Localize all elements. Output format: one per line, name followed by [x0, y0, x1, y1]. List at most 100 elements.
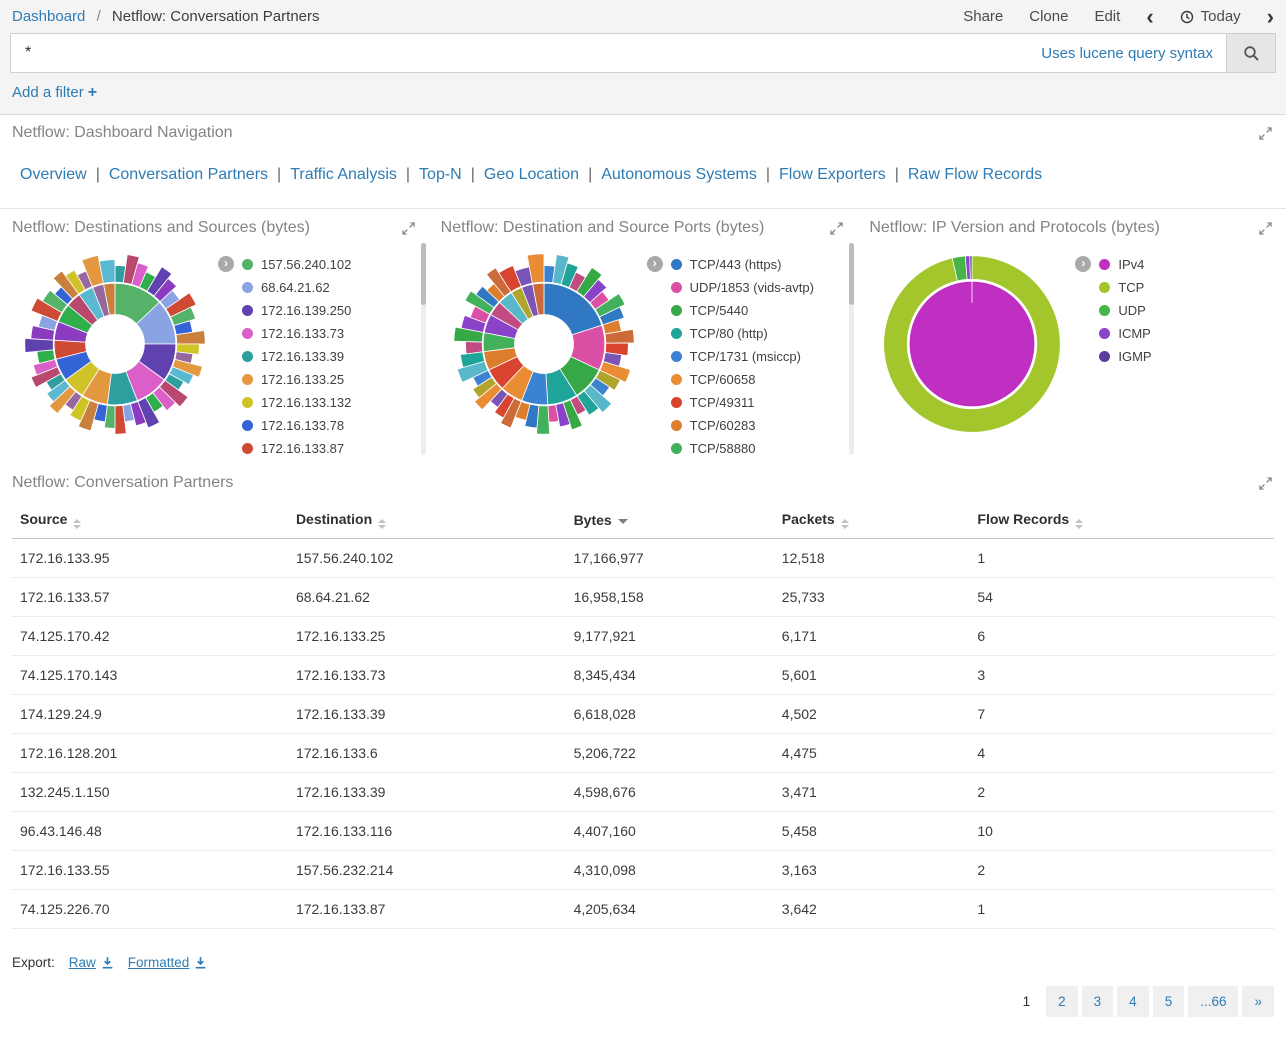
expand-panel-button[interactable] [828, 220, 845, 237]
export-formatted-link[interactable]: Formatted [128, 955, 208, 970]
page-button-5[interactable]: 5 [1152, 986, 1185, 1017]
column-header-packets[interactable]: Packets [781, 502, 978, 539]
table-cell: 172.16.133.57 [12, 577, 296, 617]
nav-link-raw-flow-records[interactable]: Raw Flow Records [907, 166, 1043, 183]
ip-protocols-donut[interactable] [869, 241, 1075, 447]
legend-color-dot [242, 397, 253, 408]
legend-label: 68.64.21.62 [261, 280, 330, 295]
destinations-sources-sunburst[interactable] [12, 241, 218, 447]
nav-link-traffic-analysis[interactable]: Traffic Analysis [290, 166, 397, 183]
nav-link-geo-location[interactable]: Geo Location [483, 166, 580, 183]
table-cell: 3,642 [781, 889, 978, 929]
legend-item[interactable]: TCP [1099, 276, 1151, 299]
legend-collapse-button[interactable]: › [1075, 256, 1092, 272]
legend-item[interactable]: TCP/1731 (msiccp) [670, 345, 814, 368]
ports-sunburst[interactable] [441, 241, 647, 447]
lucene-syntax-link[interactable]: Uses lucene query syntax [1041, 44, 1213, 62]
page-button-66[interactable]: ...66 [1188, 986, 1239, 1017]
legend-item[interactable]: 172.16.133.78 [242, 414, 351, 437]
nav-link-flow-exporters[interactable]: Flow Exporters [779, 166, 886, 183]
column-header-destination[interactable]: Destination [295, 502, 574, 539]
legend-item[interactable]: TCP/5440 [670, 299, 814, 322]
legend-item[interactable]: 68.64.21.62 [242, 276, 351, 299]
column-header-source[interactable]: Source [12, 502, 296, 539]
time-forward-button[interactable]: › [1266, 3, 1274, 29]
table-cell: 4,407,160 [573, 811, 782, 851]
legend-collapse-button[interactable]: › [646, 256, 663, 272]
legend-item[interactable]: TCP/49311 [670, 391, 814, 414]
legend-item[interactable]: TCP/58880 [670, 437, 814, 460]
expand-panel-button[interactable] [1257, 475, 1274, 492]
share-button[interactable]: Share [963, 8, 1004, 25]
legend-color-dot [242, 282, 253, 293]
pagination: 1 2 3 4 5 ...66» [12, 986, 1274, 1017]
page-button-2[interactable]: 2 [1046, 986, 1078, 1017]
nav-link-overview[interactable]: Overview [20, 166, 87, 183]
legend-item[interactable]: 172.16.133.25 [242, 368, 351, 391]
search-submit-button[interactable] [1227, 33, 1276, 73]
legend-item[interactable]: 172.16.133.132 [242, 391, 351, 414]
column-header-flow-records[interactable]: Flow Records [977, 502, 1274, 539]
legend-collapse-button[interactable]: › [218, 256, 234, 272]
column-header-bytes[interactable]: Bytes [573, 502, 782, 539]
legend-item[interactable]: 172.16.133.73 [242, 322, 351, 345]
legend-item[interactable]: TCP/443 (https) [670, 253, 814, 276]
breadcrumb-dashboard-link[interactable]: Dashboard [12, 8, 86, 25]
search-input[interactable] [11, 34, 1042, 72]
page-button-4[interactable]: 4 [1117, 986, 1149, 1017]
plus-icon[interactable]: + [87, 84, 98, 101]
legend-scrollbar[interactable] [420, 243, 426, 455]
legend-item[interactable]: TCP/60283 [670, 414, 814, 437]
query-header: Dashboard / Netflow: Conversation Partne… [0, 0, 1286, 115]
scrollbar-thumb[interactable] [849, 243, 855, 305]
dashboard-navigation-panel: Netflow: Dashboard Navigation Overview | C… [0, 115, 1286, 184]
scrollbar-thumb[interactable] [420, 243, 426, 305]
table-row: 172.16.133.55 157.56.232.214 4,310,098 3,16… [12, 850, 1274, 890]
add-filter-link[interactable]: Add a filter [12, 84, 84, 101]
table-cell: 172.16.133.87 [295, 889, 574, 929]
time-back-button[interactable]: ‹ [1146, 3, 1154, 29]
legend-scrollbar[interactable] [849, 243, 855, 455]
legend-item[interactable]: IGMP [1099, 345, 1152, 368]
nav-separator: | [894, 166, 899, 183]
legend-item[interactable]: TCP/60658 [670, 368, 814, 391]
time-range-label: Today [1200, 8, 1241, 25]
nav-link-autonomous-systems[interactable]: Autonomous Systems [601, 166, 757, 183]
legend-item[interactable]: 172.16.133.87 [242, 437, 351, 460]
legend-item[interactable]: UDP/1853 (vids-avtp) [670, 276, 814, 299]
legend-item[interactable]: UDP [1099, 299, 1151, 322]
table-row: 172.16.133.95 157.56.240.102 17,166,977 12,… [12, 538, 1274, 578]
export-raw-link[interactable]: Raw [69, 955, 114, 970]
top-navbar: Dashboard / Netflow: Conversation Partne… [0, 0, 1286, 31]
expand-panel-button[interactable] [1257, 220, 1274, 237]
table-cell: 2 [977, 772, 1274, 812]
panel-title-conversation-partners: Netflow: Conversation Partners [12, 474, 234, 491]
page-button-3[interactable]: 3 [1081, 986, 1114, 1017]
page-button-1[interactable]: 1 [1010, 986, 1043, 1017]
table-cell: 1 [977, 538, 1274, 578]
legend-item[interactable]: IPv4 [1099, 253, 1151, 276]
legend-color-dot [242, 259, 253, 270]
expand-panel-button[interactable] [1257, 125, 1274, 142]
table-cell: 3 [977, 655, 1274, 695]
table-cell: 172.16.133.73 [295, 655, 574, 695]
table-row: 174.129.24.9 172.16.133.39 6,618,028 4,502 7 [12, 694, 1274, 734]
legend-item[interactable]: TCP/80 (http) [670, 322, 814, 345]
table-cell: 8,345,434 [573, 655, 782, 695]
expand-panel-button[interactable] [400, 220, 417, 237]
legend-item[interactable]: ICMP [1099, 322, 1151, 345]
table-cell: 74.125.226.70 [12, 889, 296, 929]
legend-item[interactable]: 157.56.240.102 [242, 253, 351, 276]
table-cell: 1 [977, 889, 1274, 929]
legend-label: UDP [1118, 303, 1146, 318]
legend-item[interactable]: 172.16.133.39 [242, 345, 351, 368]
page-button-next[interactable]: » [1242, 986, 1274, 1017]
time-picker-button[interactable]: Today [1180, 8, 1241, 25]
legend-item[interactable]: 172.16.139.250 [242, 299, 351, 322]
breadcrumb: Dashboard / Netflow: Conversation Partne… [12, 8, 320, 25]
nav-link-top-n[interactable]: Top-N [419, 166, 462, 183]
edit-button[interactable]: Edit [1094, 8, 1121, 25]
nav-link-conversation-partners[interactable]: Conversation Partners [108, 166, 269, 183]
clone-button[interactable]: Clone [1029, 8, 1069, 25]
legend-color-dot [242, 420, 253, 431]
